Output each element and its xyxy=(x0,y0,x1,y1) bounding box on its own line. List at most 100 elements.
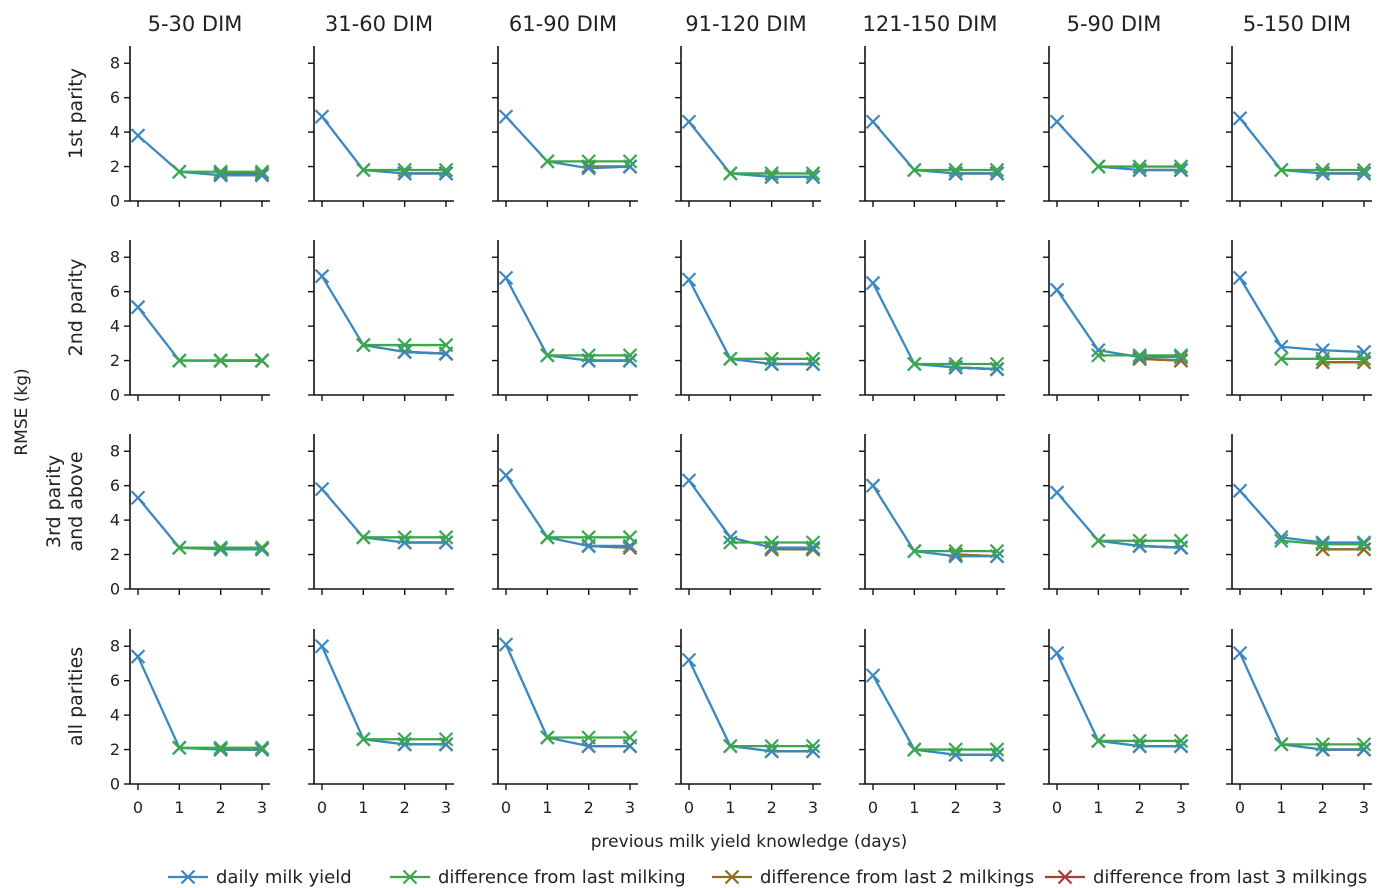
point-marker-diff1 xyxy=(581,730,596,745)
point-marker-diff1 xyxy=(397,162,412,178)
y-tick-label: 6 xyxy=(110,671,120,690)
y-axis-title: RMSE (kg) xyxy=(12,368,32,455)
point-marker-diff1 xyxy=(172,164,187,180)
series-line-daily xyxy=(1056,120,1181,172)
point-marker-daily xyxy=(1049,114,1065,130)
point-marker-daily xyxy=(581,160,596,176)
point-marker-diff1 xyxy=(907,742,922,757)
series-line-daily xyxy=(872,121,997,175)
point-marker-diff1 xyxy=(1173,733,1189,749)
point-marker-daily xyxy=(498,270,514,286)
panel xyxy=(308,240,454,401)
point-marker-daily xyxy=(865,275,881,291)
point-marker-diff1 xyxy=(213,353,228,368)
point-marker-diff1 xyxy=(1356,351,1372,367)
point-marker-diff1 xyxy=(1315,351,1330,367)
y-tick-label: 0 xyxy=(110,386,120,405)
panel: 0 1 2 3 xyxy=(1226,629,1372,817)
legend-marker-icon xyxy=(1057,869,1073,885)
x-tick-label: 3 xyxy=(441,798,451,817)
series-line-daily xyxy=(1056,289,1181,359)
point-marker-daily xyxy=(130,299,146,315)
panel: 0 2 4 6 8 xyxy=(110,240,270,405)
point-marker-daily xyxy=(254,542,270,557)
point-marker-diff1 xyxy=(540,154,555,169)
point-marker-diff1 xyxy=(438,530,454,545)
panel xyxy=(859,240,1005,401)
point-marker-diff1 xyxy=(1132,533,1147,549)
point-marker-diff1 xyxy=(540,530,555,545)
y-tick-label: 2 xyxy=(110,157,120,176)
point-marker-diff1 xyxy=(948,162,963,178)
point-marker-diff1 xyxy=(622,154,638,169)
point-marker-daily xyxy=(498,468,514,483)
point-marker-diff1 xyxy=(764,535,779,550)
point-marker-diff1 xyxy=(254,540,270,555)
y-tick-label: 4 xyxy=(110,317,120,336)
point-marker-diff1 xyxy=(397,337,412,353)
point-marker-daily xyxy=(681,114,697,130)
y-tick-label: 4 xyxy=(110,706,120,725)
x-tick-label: 3 xyxy=(257,798,267,817)
point-marker-diff1 xyxy=(805,535,821,550)
column-title: 5-30 DIM xyxy=(148,12,243,36)
point-marker-daily xyxy=(314,638,330,654)
point-marker-diff1 xyxy=(764,738,779,754)
point-marker-daily xyxy=(130,649,146,664)
y-tick-label: 0 xyxy=(110,775,120,794)
legend-label: difference from last 3 milkings xyxy=(1093,867,1367,888)
panel: 0 1 2 3 xyxy=(1043,629,1189,817)
point-marker-diff1 xyxy=(989,356,1005,372)
legend-item: difference from last milking xyxy=(390,867,686,888)
x-tick-label: 1 xyxy=(909,798,919,817)
series-line-daily xyxy=(504,277,630,362)
point-marker-diff1 xyxy=(1274,351,1289,367)
series-line-daily xyxy=(504,644,630,748)
point-marker-diff1 xyxy=(723,351,738,367)
row-label: 3rd parity xyxy=(43,455,65,548)
point-marker-diff1 xyxy=(356,731,371,747)
panel xyxy=(1226,240,1372,401)
x-axis-title: previous milk yield knowledge (days) xyxy=(591,832,907,852)
point-marker-diff1 xyxy=(397,731,412,747)
point-marker-diff1 xyxy=(438,337,454,353)
point-marker-daily xyxy=(213,742,228,757)
column-title: 5-150 DIM xyxy=(1243,12,1351,36)
column-title: 91-120 DIM xyxy=(685,12,807,36)
y-tick-label: 2 xyxy=(110,545,120,564)
point-marker-diff1 xyxy=(540,730,555,745)
point-marker-diff2 xyxy=(622,540,638,555)
column-titles: 5-30 DIM 31-60 DIM 61-90 DIM 91-120 DIM 121-… xyxy=(148,12,1352,36)
point-marker-diff1 xyxy=(213,540,228,555)
series-line-daily xyxy=(321,115,446,175)
point-marker-daily xyxy=(1173,540,1189,555)
point-marker-diff1 xyxy=(622,348,638,363)
point-marker-daily xyxy=(498,637,514,652)
point-marker-diff1 xyxy=(397,530,412,545)
point-marker-diff1 xyxy=(805,738,821,754)
point-marker-diff1 xyxy=(622,730,638,745)
point-marker-diff1 xyxy=(948,742,963,757)
series-line-daily xyxy=(688,121,813,179)
point-marker-daily xyxy=(254,742,270,757)
series-line-daily xyxy=(137,306,262,362)
x-tick-label: 3 xyxy=(1359,798,1369,817)
point-marker-daily xyxy=(1173,349,1189,365)
point-marker-diff1 xyxy=(723,738,738,754)
y-tick-label: 4 xyxy=(110,511,120,530)
x-tick-label: 2 xyxy=(1318,798,1328,817)
point-marker-diff1 xyxy=(254,353,270,368)
point-marker-diff1 xyxy=(1274,737,1289,752)
legend-marker-icon xyxy=(180,869,196,885)
x-tick-label: 1 xyxy=(1093,798,1103,817)
point-marker-daily xyxy=(130,128,146,143)
panel xyxy=(859,46,1005,207)
series-line-daily xyxy=(872,485,997,558)
point-marker-diff1 xyxy=(907,543,922,559)
legend-item: difference from last 3 milkings xyxy=(1045,867,1367,888)
point-marker-daily xyxy=(314,268,330,284)
x-tick-label: 1 xyxy=(542,798,552,817)
point-marker-diff1 xyxy=(356,162,371,178)
series-line-daily xyxy=(1239,277,1365,354)
